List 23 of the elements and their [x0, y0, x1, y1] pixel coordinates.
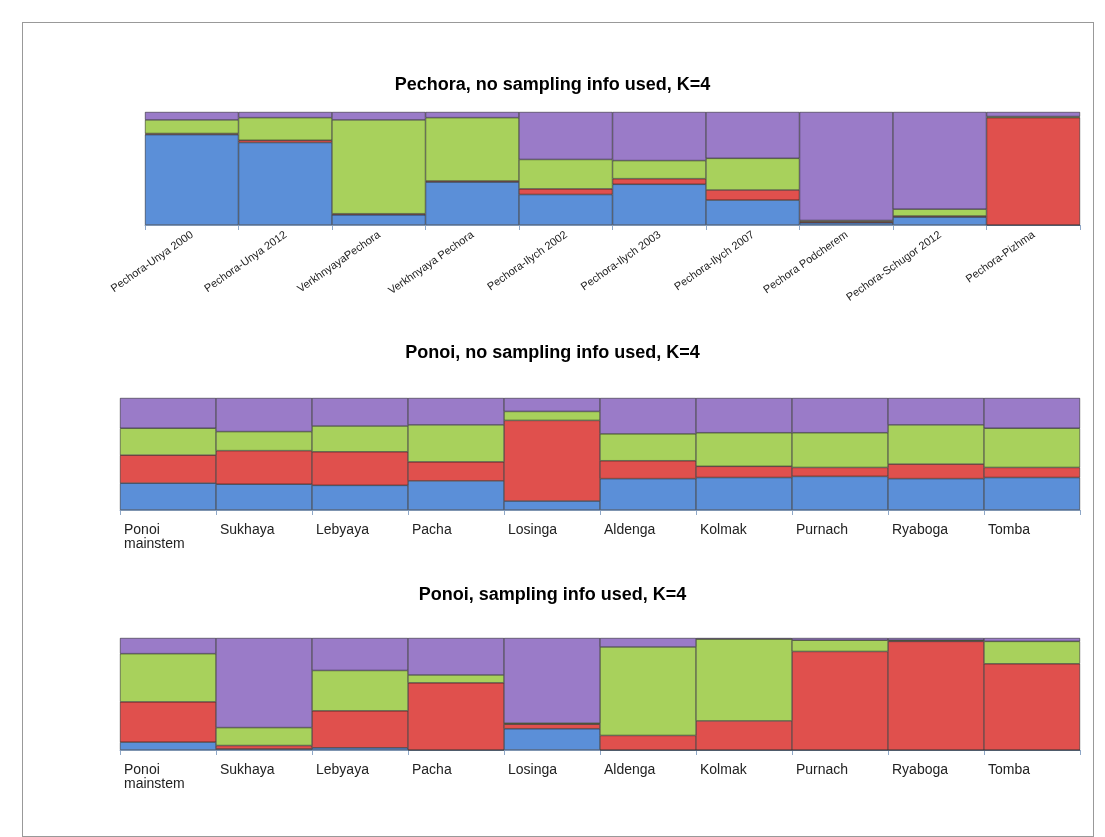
- x-tick-label: Lebyaya: [316, 521, 370, 537]
- chart-title: Ponoi, sampling info used, K=4: [418, 584, 687, 604]
- x-tick-label: Sukhaya: [220, 761, 275, 777]
- x-tick-label: Ryaboga: [892, 761, 949, 777]
- x-tick-label: Tomba: [988, 761, 1031, 777]
- x-tick-label: Kolmak: [700, 761, 748, 777]
- x-tick-label: Pacha: [412, 761, 452, 777]
- x-tick-label: Kolmak: [700, 521, 748, 537]
- x-tick-label: Losinga: [508, 761, 558, 777]
- x-tick-label: Purnach: [796, 761, 849, 777]
- chart-title: Pechora, no sampling info used, K=4: [394, 74, 711, 94]
- x-tick-label: Pacha: [412, 521, 452, 537]
- x-tick-label: Ryaboga: [892, 521, 949, 537]
- x-tick-label: Lebyaya: [316, 761, 370, 777]
- x-tick-label: Aldenga: [604, 521, 656, 537]
- x-tick-label: Sukhaya: [220, 521, 275, 537]
- x-tick-label: Ponoi mainstem: [124, 761, 185, 791]
- x-tick-label: Purnach: [796, 521, 849, 537]
- x-tick-label: Ponoi mainstem: [124, 521, 185, 551]
- chart-title: Ponoi, no sampling info used, K=4: [405, 342, 700, 362]
- x-tick-label: Aldenga: [604, 761, 656, 777]
- x-tick-label: Losinga: [508, 521, 558, 537]
- x-tick-label: Tomba: [988, 521, 1031, 537]
